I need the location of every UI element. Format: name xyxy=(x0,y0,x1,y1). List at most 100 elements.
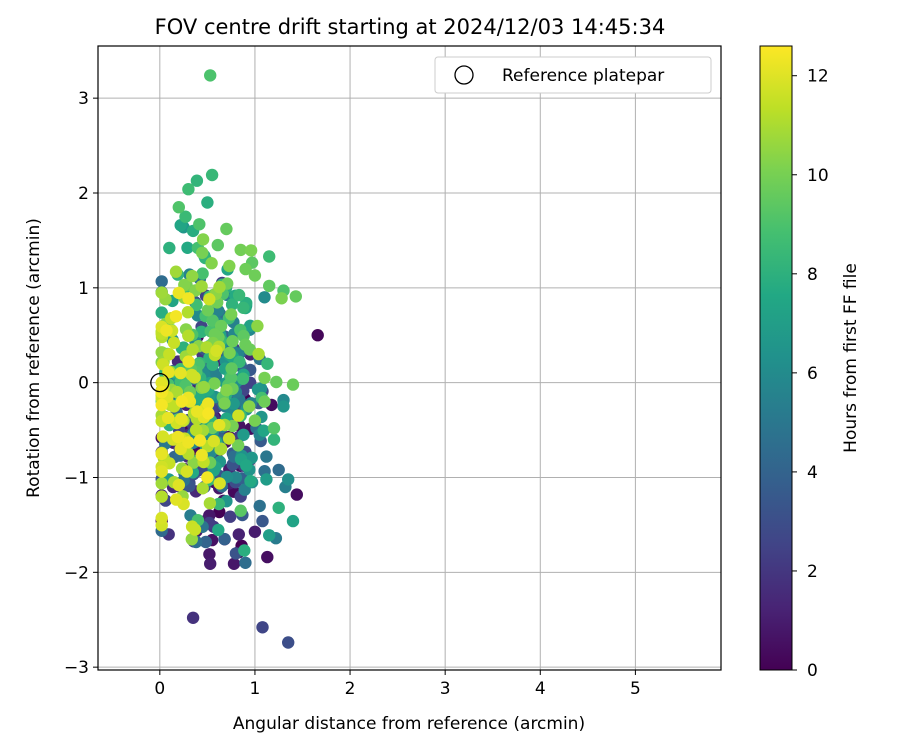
data-point xyxy=(181,241,194,254)
data-point xyxy=(240,459,253,472)
data-point xyxy=(190,423,203,437)
legend: Reference platepar xyxy=(434,56,712,94)
y-tick-label: −2 xyxy=(64,563,89,583)
colorbar-tick-label: 4 xyxy=(807,463,818,483)
data-point xyxy=(185,533,198,546)
data-point xyxy=(201,397,215,410)
data-point xyxy=(218,397,231,410)
data-point xyxy=(190,405,204,418)
data-point xyxy=(261,550,274,564)
data-point xyxy=(162,366,175,379)
data-point xyxy=(156,430,170,443)
data-point xyxy=(186,269,199,283)
colorbar-tick-label: 0 xyxy=(807,661,818,681)
data-point xyxy=(172,478,185,492)
data-point xyxy=(179,210,192,223)
chart-title: FOV centre drift starting at 2024/12/03 … xyxy=(155,15,666,39)
data-point xyxy=(199,535,212,549)
data-point xyxy=(201,196,214,209)
data-point xyxy=(155,376,168,389)
data-point xyxy=(236,372,250,385)
data-point xyxy=(202,407,215,420)
data-point xyxy=(218,532,231,546)
data-point xyxy=(232,439,245,452)
y-tick-label: 0 xyxy=(78,374,89,394)
data-point xyxy=(175,412,188,426)
data-point xyxy=(196,482,209,495)
data-point xyxy=(167,336,181,349)
data-point xyxy=(182,183,195,196)
data-point xyxy=(182,292,195,305)
x-tick-label: 4 xyxy=(535,679,546,699)
y-tick-label: 3 xyxy=(78,89,89,109)
data-point xyxy=(258,395,271,408)
x-tick-label: 0 xyxy=(154,679,165,699)
data-points xyxy=(150,69,324,649)
data-point xyxy=(201,304,215,317)
data-point xyxy=(290,488,303,501)
data-point xyxy=(213,280,226,294)
data-point xyxy=(214,319,228,333)
data-point xyxy=(232,288,246,302)
data-point xyxy=(170,493,183,506)
data-point xyxy=(182,355,195,368)
data-point xyxy=(227,557,241,570)
data-point xyxy=(193,434,207,447)
data-point xyxy=(182,436,195,449)
data-point xyxy=(195,448,208,462)
data-point xyxy=(197,380,210,394)
data-point xyxy=(260,450,273,463)
data-point xyxy=(223,346,236,360)
data-point xyxy=(212,523,225,537)
data-point xyxy=(237,301,250,314)
data-point xyxy=(226,335,239,348)
data-point xyxy=(237,428,250,441)
data-point xyxy=(160,324,173,337)
data-point xyxy=(155,286,168,299)
data-point xyxy=(311,329,324,342)
data-point xyxy=(232,528,245,541)
data-point xyxy=(256,514,269,528)
data-point xyxy=(243,400,256,413)
data-point xyxy=(188,523,202,536)
data-point xyxy=(248,269,262,282)
data-point xyxy=(213,418,226,432)
data-point xyxy=(225,298,239,311)
colorbar-gradient xyxy=(759,45,793,671)
data-point xyxy=(227,397,240,410)
x-axis-ticks: 0 1 2 3 4 5 xyxy=(154,670,641,699)
data-point xyxy=(220,384,233,397)
x-tick-label: 2 xyxy=(345,679,356,699)
data-point xyxy=(155,275,168,288)
data-point xyxy=(196,233,210,246)
data-point xyxy=(272,463,285,477)
data-point xyxy=(239,262,252,276)
data-point xyxy=(155,398,168,412)
data-point xyxy=(163,348,176,361)
data-point xyxy=(251,319,264,333)
reference-platepar-marker xyxy=(150,373,170,393)
colorbar-tick-label: 12 xyxy=(807,67,829,87)
plot-frame xyxy=(97,45,722,671)
data-point xyxy=(258,291,271,304)
data-point xyxy=(190,174,204,187)
data-point xyxy=(155,386,168,399)
x-tick-label: 3 xyxy=(440,679,451,699)
data-point xyxy=(174,366,187,380)
data-point xyxy=(282,473,295,486)
colorbar: 0 2 4 6 8 10 12 Hours from first FF file xyxy=(759,45,861,681)
data-point xyxy=(155,511,168,525)
data-point xyxy=(261,357,274,370)
data-point xyxy=(181,306,195,319)
data-point xyxy=(163,241,176,255)
data-point xyxy=(263,529,276,542)
data-point xyxy=(210,344,223,357)
data-point xyxy=(175,395,189,408)
data-point xyxy=(155,490,168,503)
data-point xyxy=(257,424,270,437)
data-point xyxy=(232,409,245,422)
data-point xyxy=(155,465,168,478)
data-point xyxy=(238,544,251,557)
data-point xyxy=(222,432,236,445)
